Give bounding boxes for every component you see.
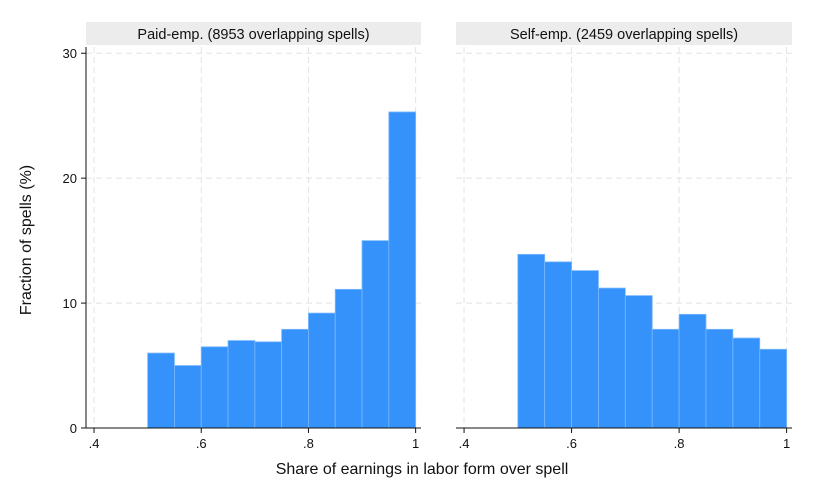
y-tick-label: 0: [70, 421, 77, 436]
panel-header: [456, 22, 792, 45]
histogram-bar: [334, 288, 363, 429]
histogram-bar: [281, 328, 309, 429]
histogram-bar: [200, 346, 229, 429]
histogram-bar: [624, 295, 653, 429]
x-tick-label: .6: [566, 436, 577, 451]
panels-layer: Paid-emp. (8953 overlapping spells) .4 .6.…: [63, 22, 792, 451]
histogram-bar: [254, 341, 283, 429]
histogram-bar: [759, 348, 788, 429]
panel-title: Self-emp. (2459 overlapping spells): [510, 27, 738, 43]
histogram-bar: [678, 313, 707, 429]
histogram-bar: [174, 365, 202, 429]
histogram-bar: [227, 340, 256, 429]
histogram-bar: [388, 111, 417, 429]
histogram-bar: [147, 352, 175, 429]
histogram-bar: [651, 328, 680, 429]
x-tick-label: 1: [783, 436, 790, 451]
histogram-bar: [544, 261, 572, 429]
x-tick-label: .8: [674, 436, 685, 451]
histogram-bar: [361, 240, 390, 429]
y-axis-title: Fraction of spells (%): [18, 165, 35, 315]
histogram-bar: [598, 287, 626, 429]
x-tick-label: .4: [89, 436, 100, 451]
y-tick-label: 20: [63, 171, 77, 186]
histogram-bar: [517, 253, 546, 429]
panel-header: [86, 22, 421, 45]
y-tick-label: 10: [63, 296, 77, 311]
x-tick-label: .4: [459, 436, 470, 451]
x-axis-title: Share of earnings in labor form over spe…: [276, 461, 569, 478]
x-tick-label: .8: [303, 436, 314, 451]
histogram-bar: [308, 312, 336, 429]
x-tick-label: .6: [196, 436, 207, 451]
histogram-bar: [732, 337, 761, 429]
x-tick-label: 1: [412, 436, 419, 451]
y-tick-label: 30: [63, 46, 77, 61]
histogram-bar: [571, 270, 599, 429]
panel-2: Self-emp. (2459 overlapping spells) .4 .6.…: [456, 22, 792, 451]
histogram-bar: [705, 328, 734, 429]
panel-1: Paid-emp. (8953 overlapping spells) .4 .6.…: [63, 22, 421, 451]
panel-title: Paid-emp. (8953 overlapping spells): [137, 27, 369, 43]
